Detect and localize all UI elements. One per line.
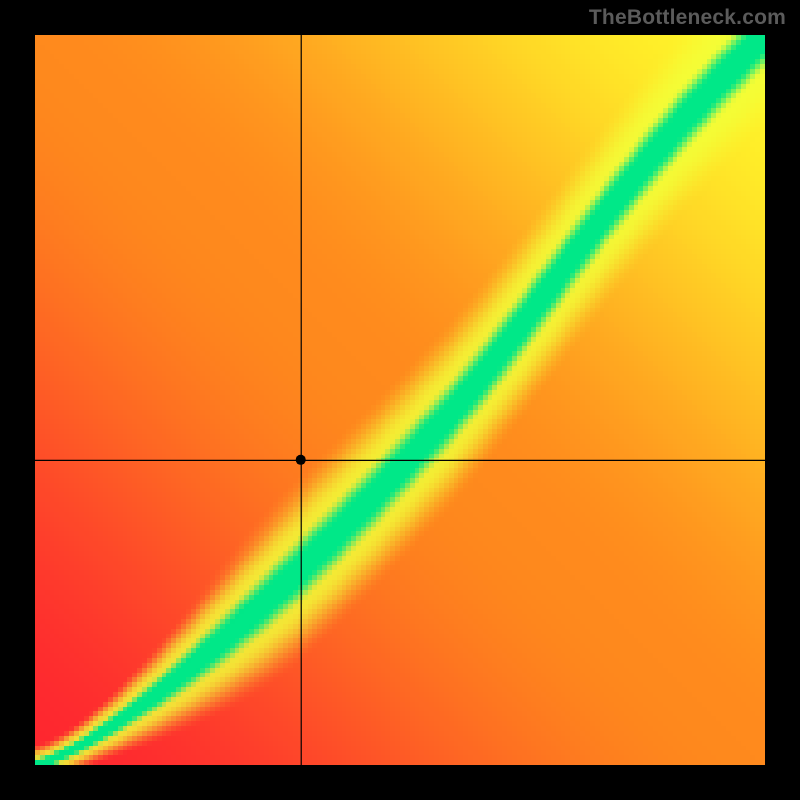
crosshair-overlay bbox=[0, 0, 800, 800]
chart-root: { "type": "heatmap", "source_label": "Th… bbox=[0, 0, 800, 800]
watermark-label: TheBottleneck.com bbox=[589, 6, 786, 30]
